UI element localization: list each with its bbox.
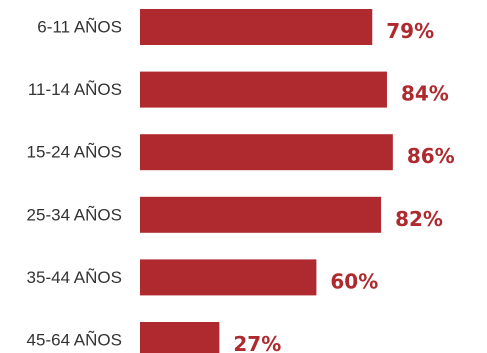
- value-label-11-14-anos: 84%: [401, 82, 449, 106]
- bar-15-24-anos: [140, 134, 393, 171]
- value-label-35-44-anos: 60%: [330, 269, 378, 293]
- value-label-15-24-anos: 86%: [407, 144, 455, 168]
- bar-6-11-anos: [140, 9, 373, 45]
- bar-45-64-anos: [140, 322, 220, 353]
- category-label-11-14-anos: 11-14 AÑOS: [28, 80, 122, 99]
- bar-11-14-anos: [140, 71, 387, 108]
- value-labels: 79% 84% 86% 82% 60% 27%: [233, 19, 454, 353]
- category-label-45-64-anos: 45-64 AÑOS: [27, 331, 122, 350]
- category-label-35-44-anos: 35-44 AÑOS: [27, 268, 122, 287]
- category-label-25-34-anos: 25-34 AÑOS: [27, 205, 122, 224]
- bars: [140, 9, 393, 353]
- category-labels: 6-11 AÑOS 11-14 AÑOS 15-24 AÑOS 25-34 AÑOS 3…: [27, 18, 122, 350]
- value-label-6-11-anos: 79%: [386, 19, 434, 43]
- value-label-45-64-anos: 27%: [233, 332, 281, 353]
- value-label-25-34-anos: 82%: [395, 207, 443, 231]
- bar-25-34-anos: [140, 196, 382, 233]
- bar-35-44-anos: [140, 259, 317, 296]
- category-label-6-11-anos: 6-11 AÑOS: [37, 18, 122, 37]
- category-label-15-24-anos: 15-24 AÑOS: [27, 143, 122, 162]
